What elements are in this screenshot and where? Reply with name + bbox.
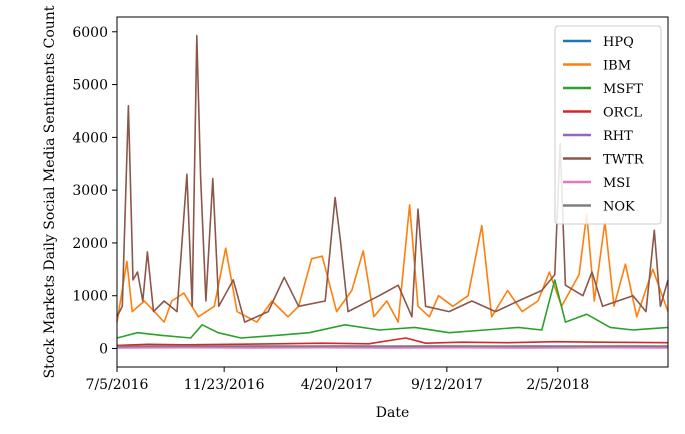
series-line-orcl: [116, 337, 669, 347]
x-tick-label: 2/5/2018: [526, 377, 589, 393]
y-axis: 0 1000 2000 3000 4000 5000 6000: [72, 25, 117, 358]
plot-frame: [116, 16, 669, 368]
legend-label-msft: MSFT: [603, 82, 643, 97]
y-axis-label: Stock Markets Daily Social Media Sentime…: [42, 5, 58, 378]
y-tick-label: 5000: [72, 78, 108, 94]
legend-label-nok: NOK: [603, 200, 635, 215]
x-tick-label: 7/5/2016: [86, 377, 149, 393]
legend-label-twtr: TWTR: [603, 153, 645, 168]
y-tick-label: 2000: [72, 236, 108, 252]
x-axis: 7/5/2016 11/23/2016 4/20/2017 9/12/2017 2/5/…: [86, 367, 589, 393]
series-line-msft: [116, 279, 669, 339]
legend-label-hpq: HPQ: [603, 35, 634, 50]
series-line-ibm: [116, 204, 669, 323]
legend-label-rht: RHT: [603, 129, 633, 144]
legend-label-ibm: IBM: [603, 59, 631, 74]
series-line-twtr: [116, 34, 669, 323]
y-tick-label: 4000: [72, 130, 108, 146]
x-axis-label: Date: [376, 405, 409, 421]
x-tick-label: 4/20/2017: [301, 377, 373, 393]
legend-box: [554, 25, 662, 225]
series-layer: [116, 34, 669, 349]
x-tick-label: 9/12/2017: [411, 377, 483, 393]
x-tick-label: 11/23/2016: [184, 377, 265, 393]
y-tick-label: 3000: [72, 183, 108, 199]
legend-label-msi: MSI: [603, 176, 630, 191]
legend-label-orcl: ORCL: [603, 106, 642, 121]
y-tick-label: 0: [99, 342, 108, 358]
legend: HPQ IBM MSFT ORCL RHT TWTR MSI NOK: [554, 25, 662, 225]
y-tick-label: 1000: [72, 289, 108, 305]
series-line-nok: [116, 345, 669, 348]
y-tick-label: 6000: [72, 25, 108, 41]
